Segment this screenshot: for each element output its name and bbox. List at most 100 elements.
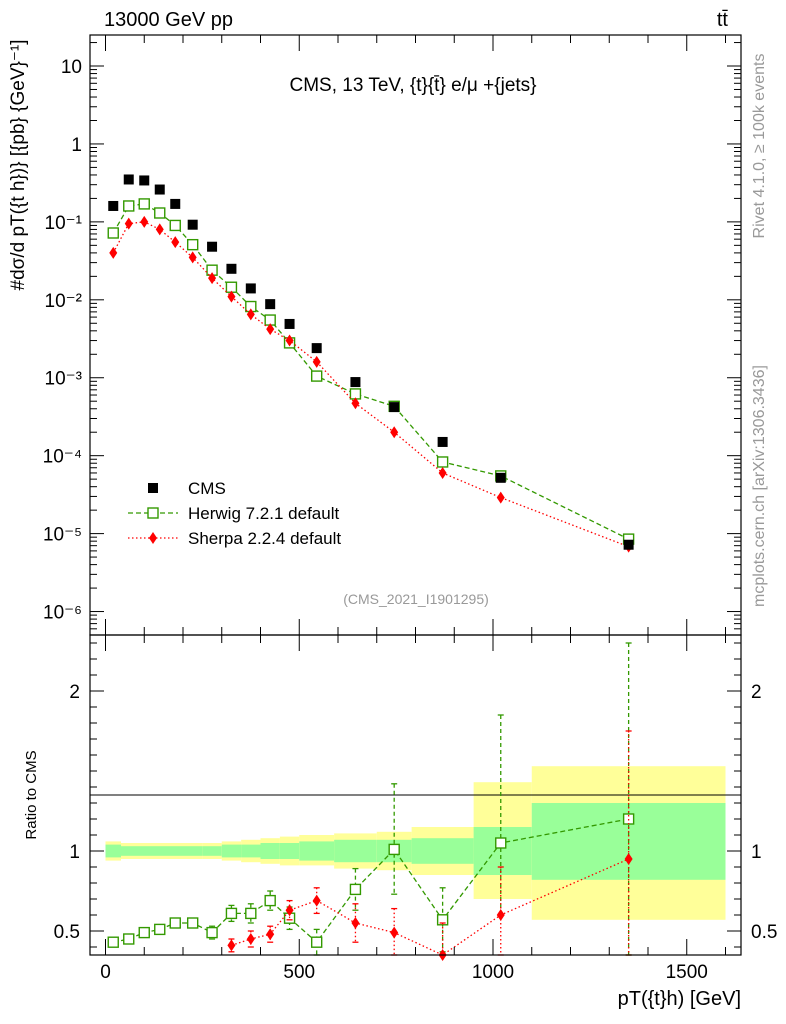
main-panel: 10 1 10⁻¹ 10⁻² 10⁻³ 10⁻⁴ 10⁻⁵ 10⁻⁶ CMS, 13 TeV,… [8, 34, 742, 636]
uncertainty-band-inner [121, 846, 137, 856]
process-label: tt̄ [717, 9, 729, 31]
legend-entry: CMS [148, 479, 226, 498]
main-y-tick-label: 10⁻¹ [45, 213, 83, 234]
uncertainty-band-inner [279, 843, 300, 859]
uncertainty-band-inner [136, 846, 152, 856]
x-tick-label: 1000 [472, 962, 514, 983]
ratio-point [310, 936, 323, 948]
ratio-point [123, 933, 135, 945]
data-point [227, 290, 236, 303]
data-point [123, 174, 134, 185]
data-point [389, 402, 400, 413]
ratio-point [388, 843, 400, 856]
ratio-point [138, 926, 150, 939]
data-point [154, 207, 166, 219]
ratio-y-tick-label-left: 0.5 [54, 922, 80, 943]
data-point [169, 219, 181, 232]
series-cms [108, 174, 634, 550]
series-sherpa [109, 215, 633, 553]
data-point [139, 175, 150, 186]
uncertainty-band-inner [202, 846, 222, 856]
ratio-point [107, 936, 119, 948]
data-point [208, 272, 217, 285]
data-point [245, 283, 256, 294]
data-point [623, 539, 634, 550]
ratio-y-tick-label-left: 1 [69, 842, 80, 863]
ratio-point [264, 894, 276, 907]
data-point [496, 491, 505, 504]
data-point [350, 377, 361, 388]
x-axis-label: pT({t}h) [GeV] [618, 988, 741, 1010]
uncertainty-band-inner [183, 846, 203, 856]
data-point [266, 323, 275, 336]
data-point [186, 238, 199, 251]
uncertainty-band-inner [167, 846, 183, 856]
legend-label: Sherpa 2.2.4 default [188, 529, 341, 548]
chart-title: CMS, 13 TeV, {t}{t̄} e/μ +{jets} [289, 75, 536, 96]
uncertainty-band-inner [299, 841, 335, 861]
data-point [154, 184, 165, 195]
uncertainty-band-inner [221, 844, 242, 858]
uncertainty-band-inner [241, 844, 261, 858]
ratio-point [246, 933, 255, 945]
data-point [207, 241, 218, 252]
ratio-point [285, 904, 294, 917]
main-y-tick-label: 10⁻⁶ [43, 603, 82, 624]
ratio-panel: 0.5 0.5 1 1 2 2 0 500 1000 1500 Ratio to CMS pT({… [23, 634, 777, 1010]
legend-label: Herwig 7.2.1 default [188, 504, 339, 523]
x-tick-label: 0 [100, 962, 111, 983]
main-y-tick-label: 1 [71, 135, 82, 156]
ratio-point [349, 883, 362, 896]
ratio-point [225, 907, 238, 920]
legend-label: CMS [188, 479, 226, 498]
ratio-y-tick-label-right: 2 [751, 682, 762, 703]
data-point [390, 426, 399, 439]
main-y-tick-label: 10⁻⁴ [43, 447, 82, 468]
data-point [155, 223, 164, 236]
data-point [123, 200, 135, 212]
rivet-label: Rivet 4.1.0, ≥ 100k events [751, 54, 768, 239]
ratio-point [186, 917, 199, 929]
ratio-series-sherpa [227, 730, 633, 961]
main-y-tick-label: 10⁻² [45, 291, 83, 312]
data-point [310, 370, 323, 382]
energy-label: 13000 GeV pp [104, 9, 233, 31]
legend-marker [148, 483, 158, 493]
data-point [265, 299, 276, 310]
data-point [107, 227, 119, 239]
data-point [436, 456, 449, 468]
ratio-y-tick-label-right: 1 [751, 842, 762, 863]
legend-marker [147, 507, 159, 519]
ratio-point [390, 926, 399, 939]
ratio-point [351, 917, 360, 929]
data-point [109, 246, 118, 259]
ratio-y-axis-label: Ratio to CMS [23, 750, 40, 839]
data-point [108, 200, 119, 211]
ratio-point [624, 853, 633, 865]
data-point [187, 219, 198, 230]
data-point [438, 466, 447, 479]
main-y-tick-label: 10⁻³ [45, 369, 83, 390]
mcplots-label: mcplots.cern.ch [arXiv:1306.3436] [751, 365, 768, 607]
ratio-point [495, 837, 507, 849]
data-point [311, 343, 322, 354]
ratio-point [206, 926, 218, 939]
ratio-point [436, 914, 449, 926]
main-y-tick-label: 10⁻⁵ [43, 525, 82, 546]
data-point [246, 308, 255, 321]
x-tick-label: 1500 [666, 962, 708, 983]
data-point [226, 263, 237, 274]
ratio-y-tick-label-right: 0.5 [751, 922, 777, 943]
data-point [285, 334, 294, 347]
ratio-point [245, 907, 257, 920]
ratio-point [227, 939, 236, 952]
legend-entry: Sherpa 2.2.4 default [128, 529, 341, 548]
data-point [124, 217, 133, 230]
series-line [112, 221, 629, 548]
ratio-point [266, 928, 275, 941]
ratio-y-tick-label-left: 2 [69, 682, 80, 703]
analysis-tag: (CMS_2021_I1901295) [343, 591, 489, 607]
data-point [312, 355, 321, 368]
data-point [495, 472, 506, 483]
